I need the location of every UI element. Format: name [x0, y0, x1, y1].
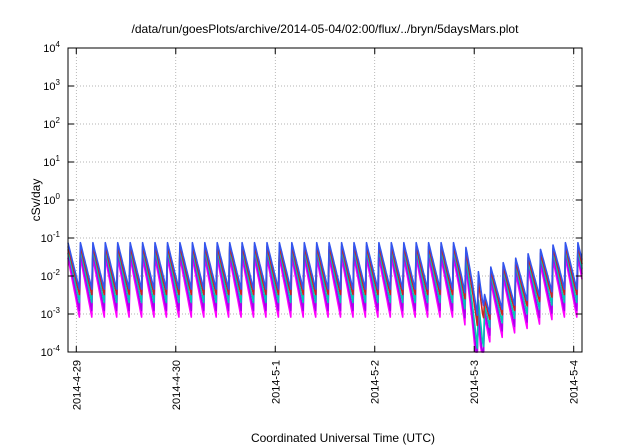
y-tick-label: 10-1 — [41, 230, 61, 245]
y-tick-label: 10-3 — [41, 306, 61, 321]
y-tick-label: 104 — [43, 40, 60, 55]
series-line — [67, 245, 583, 327]
grid — [68, 48, 582, 352]
series-layer — [67, 241, 583, 353]
plot-frame — [67, 47, 583, 353]
y-tick-label: 103 — [43, 78, 60, 93]
series-line — [67, 252, 583, 353]
y-tick-label: 101 — [43, 154, 60, 169]
y-tick-label: 10-2 — [41, 268, 61, 283]
chart-title: /data/run/goesPlots/archive/2014-05-04/0… — [132, 22, 520, 36]
x-tick-label: 2014-5-1 — [270, 360, 282, 404]
y-tick-label: 100 — [43, 192, 60, 207]
x-tick-label: 2014-5-3 — [469, 360, 481, 404]
x-axis: 2014-4-29 2014-4-30 2014-5-1 2014-5-2 2014-5… — [71, 48, 581, 410]
y-axis-label: cSv/day — [29, 179, 43, 222]
x-tick-label: 2014-5-2 — [370, 360, 382, 404]
series-line — [67, 248, 583, 349]
series-line — [67, 257, 583, 353]
x-axis-label: Coordinated Universal Time (UTC) — [251, 431, 435, 445]
y-tick-label: 102 — [43, 116, 60, 131]
y-axis: 10-4 10-3 10-2 10-1 100 101 102 103 104 — [41, 40, 582, 359]
y-tick-label: 10-4 — [41, 344, 61, 359]
x-tick-label: 2014-5-4 — [569, 360, 581, 404]
series-line — [67, 241, 583, 316]
x-tick-label: 2014-4-29 — [71, 360, 83, 410]
x-tick-label: 2014-4-30 — [171, 360, 183, 410]
